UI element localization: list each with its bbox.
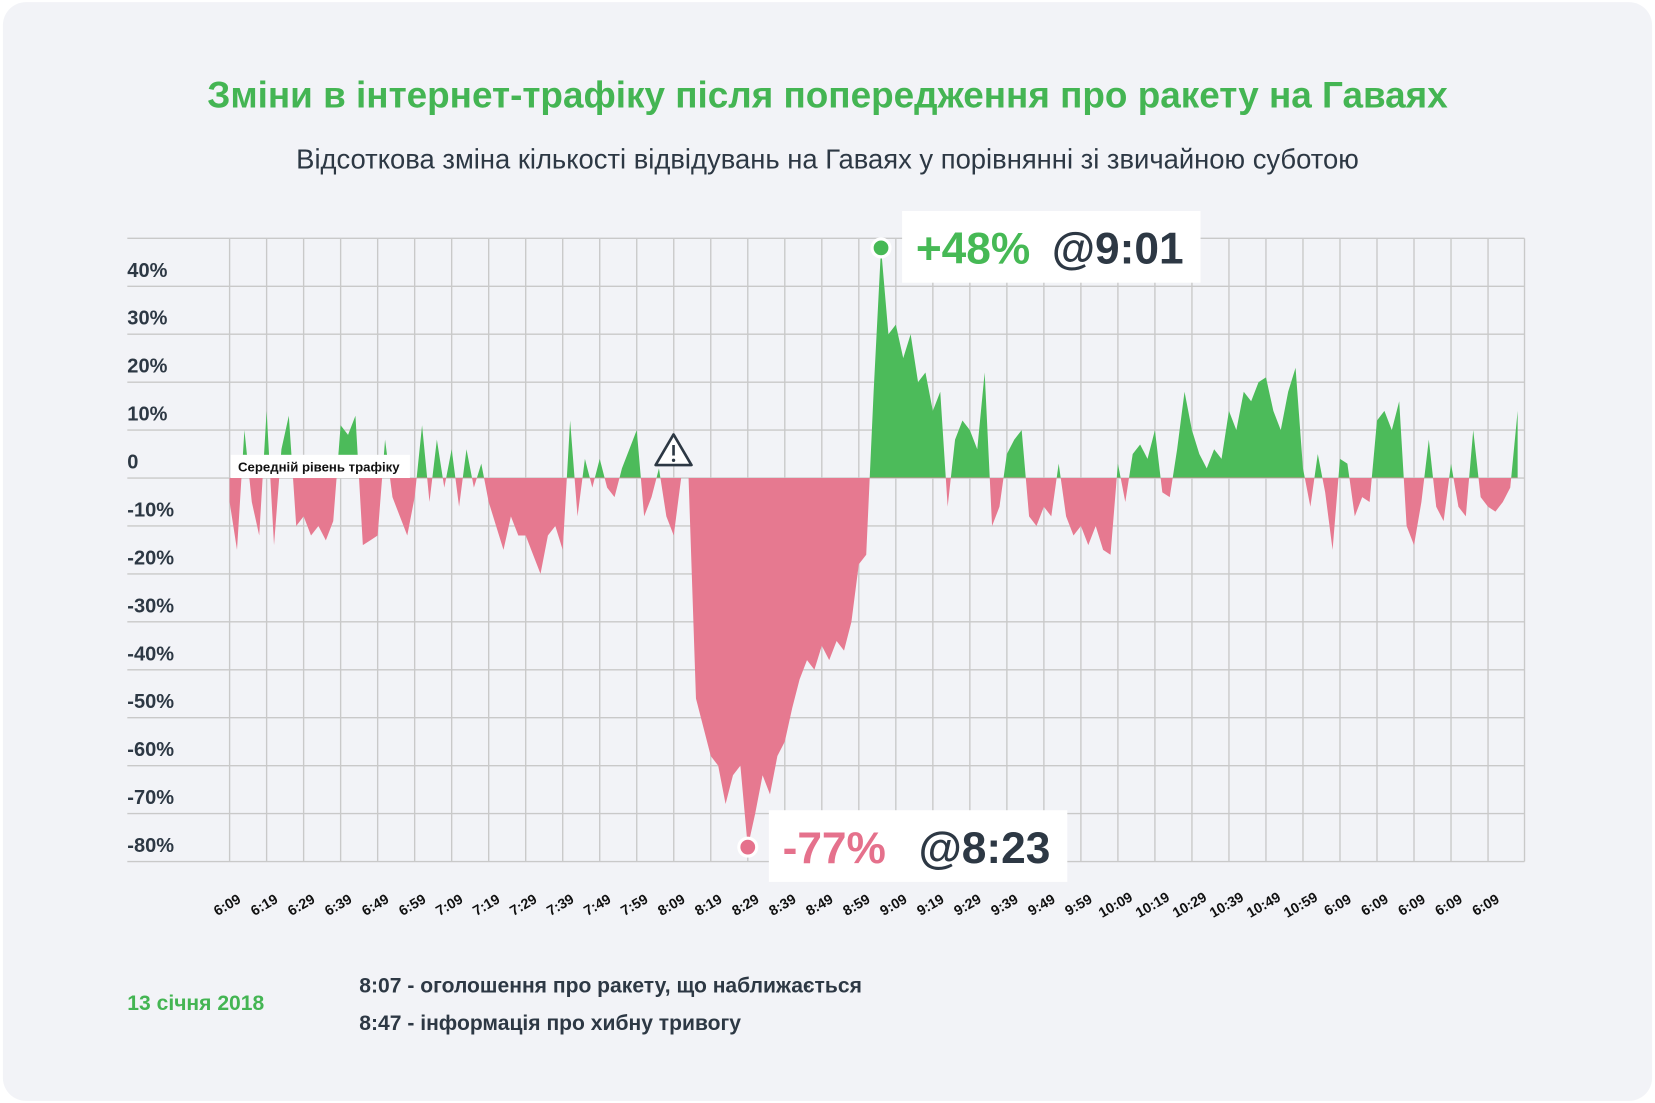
chart-subtitle: Відсоткова зміна кількості відвідувань н… bbox=[296, 144, 1359, 175]
y-tick-label: -50% bbox=[127, 691, 174, 713]
annotation-time: @8:23 bbox=[919, 824, 1051, 873]
date: 13 січня 2018 bbox=[127, 992, 264, 1015]
annotation-dot bbox=[737, 836, 759, 858]
baseline-label-box bbox=[230, 454, 410, 479]
annotation: -77% @8:23 bbox=[737, 810, 1068, 882]
y-tick-label: 0 bbox=[127, 452, 138, 474]
annotation-box bbox=[768, 810, 1068, 882]
y-tick-label: 30% bbox=[127, 308, 167, 330]
annotation-box bbox=[902, 210, 1201, 283]
annotation-value: -77% bbox=[783, 824, 886, 873]
y-tick-label: -70% bbox=[127, 787, 174, 809]
note: 8:07 - оголошення про ракету, що наближа… bbox=[359, 974, 862, 997]
annotation: +48% @9:01 bbox=[870, 210, 1201, 283]
annotation-time: @9:01 bbox=[1052, 225, 1184, 274]
annotation-value: +48% bbox=[916, 225, 1030, 274]
warning-icon bbox=[654, 433, 693, 467]
y-tick-label: -40% bbox=[127, 643, 174, 665]
chart-title: Зміни в інтернет-трафіку після попередже… bbox=[207, 75, 1448, 116]
plot-area bbox=[229, 247, 1518, 848]
baseline-label: Середній рівень трафіку bbox=[238, 460, 400, 475]
y-tick-label: -80% bbox=[127, 835, 174, 857]
y-tick-label: 20% bbox=[127, 356, 167, 378]
y-tick-label: -30% bbox=[127, 595, 174, 617]
y-tick-label: -20% bbox=[127, 547, 174, 569]
annotation-dot bbox=[870, 237, 892, 259]
y-tick-label: -10% bbox=[127, 499, 174, 521]
area-positive bbox=[241, 247, 1518, 478]
y-tick-label: -60% bbox=[127, 739, 174, 761]
note: 8:47 - інформація про хибну тривогу bbox=[359, 1012, 741, 1035]
y-tick-label: 10% bbox=[127, 404, 167, 426]
y-tick-label: 40% bbox=[127, 260, 167, 282]
